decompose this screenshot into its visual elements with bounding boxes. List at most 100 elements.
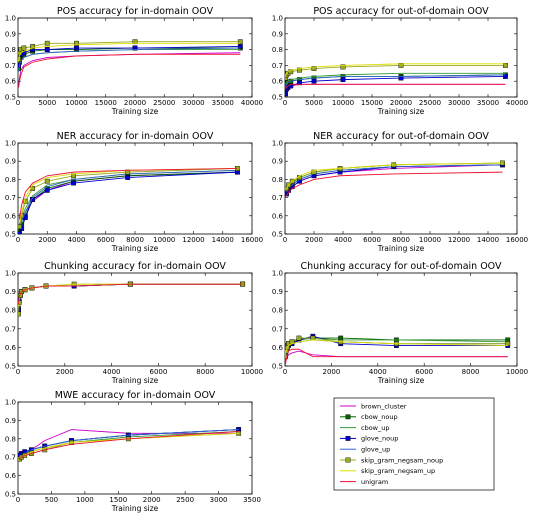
data-point-glove_noup [340,77,346,83]
x-tick-label: 16000 [241,236,263,244]
x-tick-label: 8000 [196,368,214,376]
x-tick-label: 0 [283,236,287,244]
series-line-glove_up [285,74,506,88]
data-point-glove_noup [132,45,138,51]
x-tick-label: 4000 [334,236,352,244]
x-tick-label: 10000 [153,236,175,244]
series-line-skip_gram_negsam_up [18,42,241,63]
x-tick-label: 20000 [390,99,412,107]
x-axis-label: Training size [111,244,159,253]
series-group [18,166,240,234]
data-point-skip_gram_negsam_noup [503,63,508,68]
x-tick-label: 8000 [462,368,480,376]
y-tick-label: 0.9 [272,158,283,166]
y-tick-label: 0.9 [5,417,16,425]
y-tick-label: 1.0 [5,15,16,23]
legend-item-cbow_up: cbow_up [340,424,390,432]
x-axis-label: Training size [111,107,159,116]
x-tick-label: 4000 [103,368,121,376]
data-point-skip_gram_negsam_noup [44,178,50,184]
y-tick-label: 0.6 [272,212,284,220]
data-point-glove_noup [74,45,79,51]
x-tick-label: 0 [283,99,287,107]
x-tick-label: 2000 [38,236,56,244]
x-tick-label: 0 [16,368,20,376]
data-point-skip_gram_negsam_noup [296,335,302,341]
series-group [18,39,243,88]
y-tick-label: 0.8 [5,46,16,54]
series-line-skip_gram_negsam_up [285,63,506,77]
y-tick-label: 0.5 [272,231,283,239]
y-tick-label: 0.5 [272,94,283,102]
x-tick-label: 25000 [153,99,175,107]
data-point-skip_gram_negsam_noup [18,311,21,317]
x-tick-label: 8000 [126,236,144,244]
legend: brown_cluster cbow_noup cbow_up glove_noupg… [333,397,495,491]
x-tick-label: 10000 [506,368,528,376]
chart-title: Chunking accuracy for out-of-domain OOV [301,261,502,272]
x-tick-label: 25000 [419,99,441,107]
series-line-unigram [18,283,243,305]
legend-marker [345,414,351,420]
series-group [285,63,508,97]
x-tick-label: 30000 [182,99,204,107]
y-tick-label: 0.6 [272,78,284,86]
chart-panel-7: MWE accuracy for in-domain OOV 0.5 0.6 0.7 0… [5,390,261,513]
x-tick-label: 6000 [415,368,433,376]
series-line-cbow_up [285,72,506,85]
y-tick-label: 0.6 [272,344,284,352]
x-tick-label: 4000 [68,236,86,244]
legend-label: brown_cluster [361,402,407,410]
x-tick-label: 0 [16,99,20,107]
y-tick-label: 0.8 [5,176,16,184]
x-tick-label: 0 [283,368,287,376]
x-tick-label: 3000 [210,496,228,504]
x-tick-label: 0 [16,496,20,504]
x-tick-label: 500 [45,496,58,504]
legend-item-glove_noup: glove_noup [340,435,398,443]
legend-box [333,397,495,491]
y-tick-label: 0.6 [5,344,17,352]
y-tick-label: 0.7 [5,325,16,333]
chart-title: POS accuracy for out-of-domain OOV [313,6,489,17]
y-tick-label: 0.5 [5,94,16,102]
legend-item-brown_cluster: brown_cluster [340,402,407,410]
x-tick-label: 6000 [149,368,167,376]
y-tick-label: 0.9 [272,30,283,38]
y-tick-label: 0.7 [272,194,283,202]
x-tick-label: 5000 [305,99,323,107]
data-point-skip_gram_negsam_noup [44,40,50,46]
y-tick-label: 0.7 [272,325,283,333]
data-point-skip_gram_negsam_noup [398,63,404,68]
y-tick-label: 0.5 [5,491,16,499]
plot-area [284,272,518,367]
x-tick-label: 2000 [143,496,161,504]
y-tick-label: 1.0 [5,399,16,407]
x-tick-label: 16000 [506,236,528,244]
x-tick-label: 15000 [361,99,383,107]
x-axis-label: Training size [111,504,159,513]
y-tick-label: 1.0 [272,15,283,23]
data-point-skip_gram_negsam_noup [340,64,346,70]
plot-area [17,142,253,235]
data-point-glove_noup [125,175,131,180]
legend-marker [345,436,351,441]
x-tick-label: 1000 [76,496,94,504]
data-point-glove_noup [18,231,22,234]
series-line-skip_gram_negsam_noup [19,168,238,227]
chart-panel-2: POS accuracy for out-of-domain OOV 0.5 0.6… [272,6,528,116]
y-tick-label: 0.5 [5,231,16,239]
y-tick-label: 0.6 [5,78,17,86]
x-axis-label: Training size [111,376,159,385]
data-point-skip_gram_negsam_noup [30,44,36,49]
x-tick-label: 35000 [212,99,234,107]
plot-area [17,17,253,98]
legend-item-skip_gram_negsam_noup: skip_gram_negsam_noup [340,456,443,464]
x-tick-label: 10000 [241,368,263,376]
data-point-skip_gram_negsam_noup [505,341,511,347]
x-tick-label: 30000 [448,99,470,107]
chart-panel-3: NER accuracy for in-domain OOV 0.5 0.6 0.7 0… [5,131,263,253]
x-tick-label: 6000 [97,236,115,244]
legend-marker [345,457,351,463]
chart-title: Chunking accuracy for in-domain OOV [44,261,226,272]
